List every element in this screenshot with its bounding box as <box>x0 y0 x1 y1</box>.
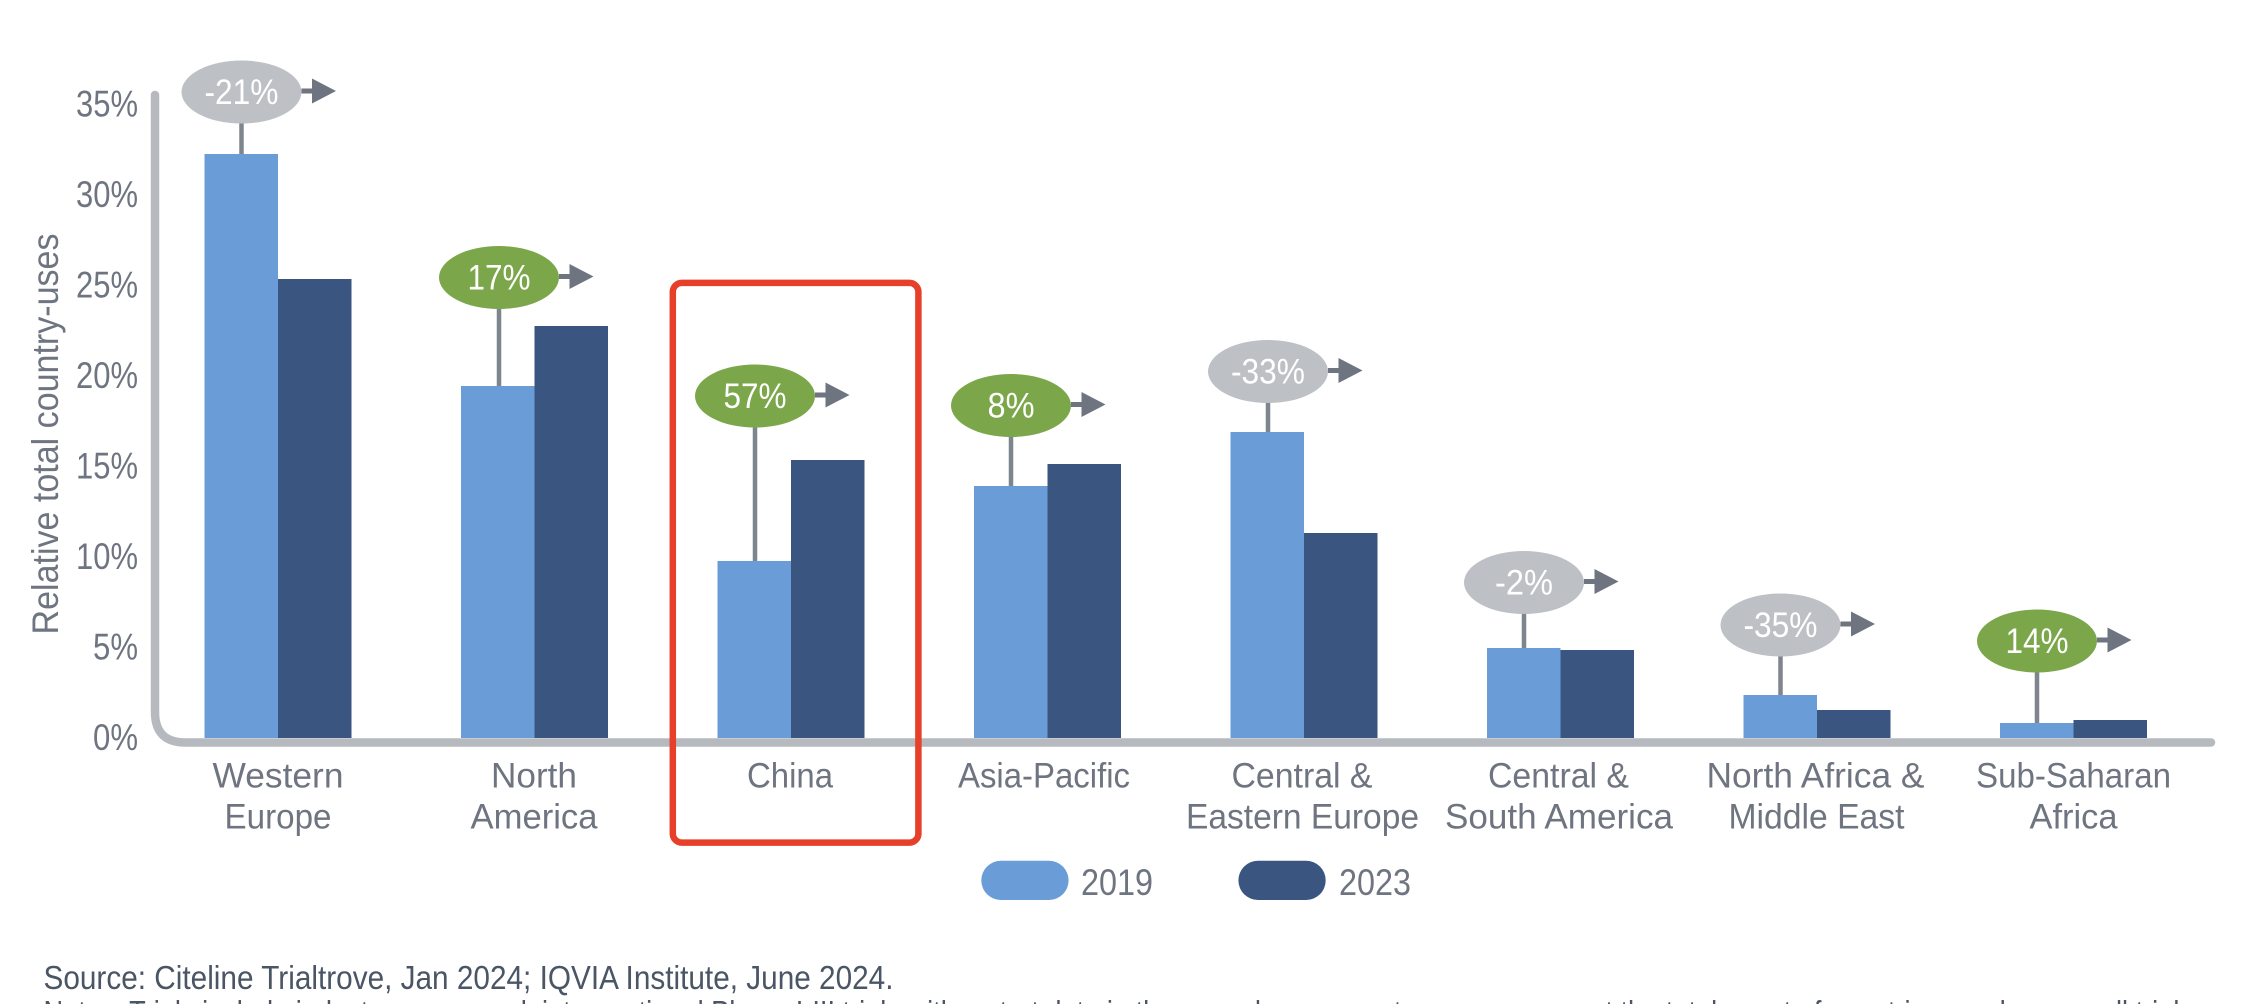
svg-text:2019: 2019 <box>1081 862 1153 903</box>
svg-text:-33%: -33% <box>1231 353 1305 392</box>
svg-text:0%: 0% <box>93 717 138 758</box>
svg-text:South America: South America <box>1445 798 1674 837</box>
svg-text:Eastern Europe: Eastern Europe <box>1186 798 1419 837</box>
svg-text:North Africa &: North Africa & <box>1707 757 1925 796</box>
svg-text:Notes: Trials include industry: Notes: Trials include industry-sponsored… <box>44 994 2201 1004</box>
svg-text:20%: 20% <box>76 355 138 396</box>
svg-text:Asia-Pacific: Asia-Pacific <box>958 757 1130 796</box>
svg-text:17%: 17% <box>468 259 531 298</box>
svg-text:Central &: Central & <box>1488 757 1629 796</box>
svg-text:35%: 35% <box>76 84 138 125</box>
svg-text:2023: 2023 <box>1339 862 1411 903</box>
svg-text:Source: Citeline Trialtrove, J: Source: Citeline Trialtrove, Jan 2024; I… <box>44 959 894 996</box>
svg-text:25%: 25% <box>76 265 138 306</box>
svg-text:Central &: Central & <box>1232 757 1373 796</box>
svg-text:Relative total country-uses: Relative total country-uses <box>25 234 66 635</box>
svg-text:14%: 14% <box>2006 622 2069 661</box>
svg-text:Europe: Europe <box>225 798 332 837</box>
svg-text:30%: 30% <box>76 174 138 215</box>
svg-text:Africa: Africa <box>2030 798 2119 837</box>
svg-text:China: China <box>747 757 833 796</box>
svg-text:-21%: -21% <box>205 73 279 112</box>
svg-text:Middle East: Middle East <box>1729 798 1905 837</box>
svg-text:-2%: -2% <box>1495 564 1553 603</box>
svg-text:15%: 15% <box>76 446 138 487</box>
svg-text:America: America <box>471 798 599 837</box>
svg-text:North: North <box>491 757 577 796</box>
svg-text:-35%: -35% <box>1744 606 1818 645</box>
svg-text:Western: Western <box>213 757 344 796</box>
svg-text:8%: 8% <box>988 387 1035 426</box>
svg-text:Sub-Saharan: Sub-Saharan <box>1976 757 2171 796</box>
svg-text:5%: 5% <box>93 627 138 668</box>
svg-text:57%: 57% <box>724 377 787 416</box>
svg-text:10%: 10% <box>76 536 138 577</box>
